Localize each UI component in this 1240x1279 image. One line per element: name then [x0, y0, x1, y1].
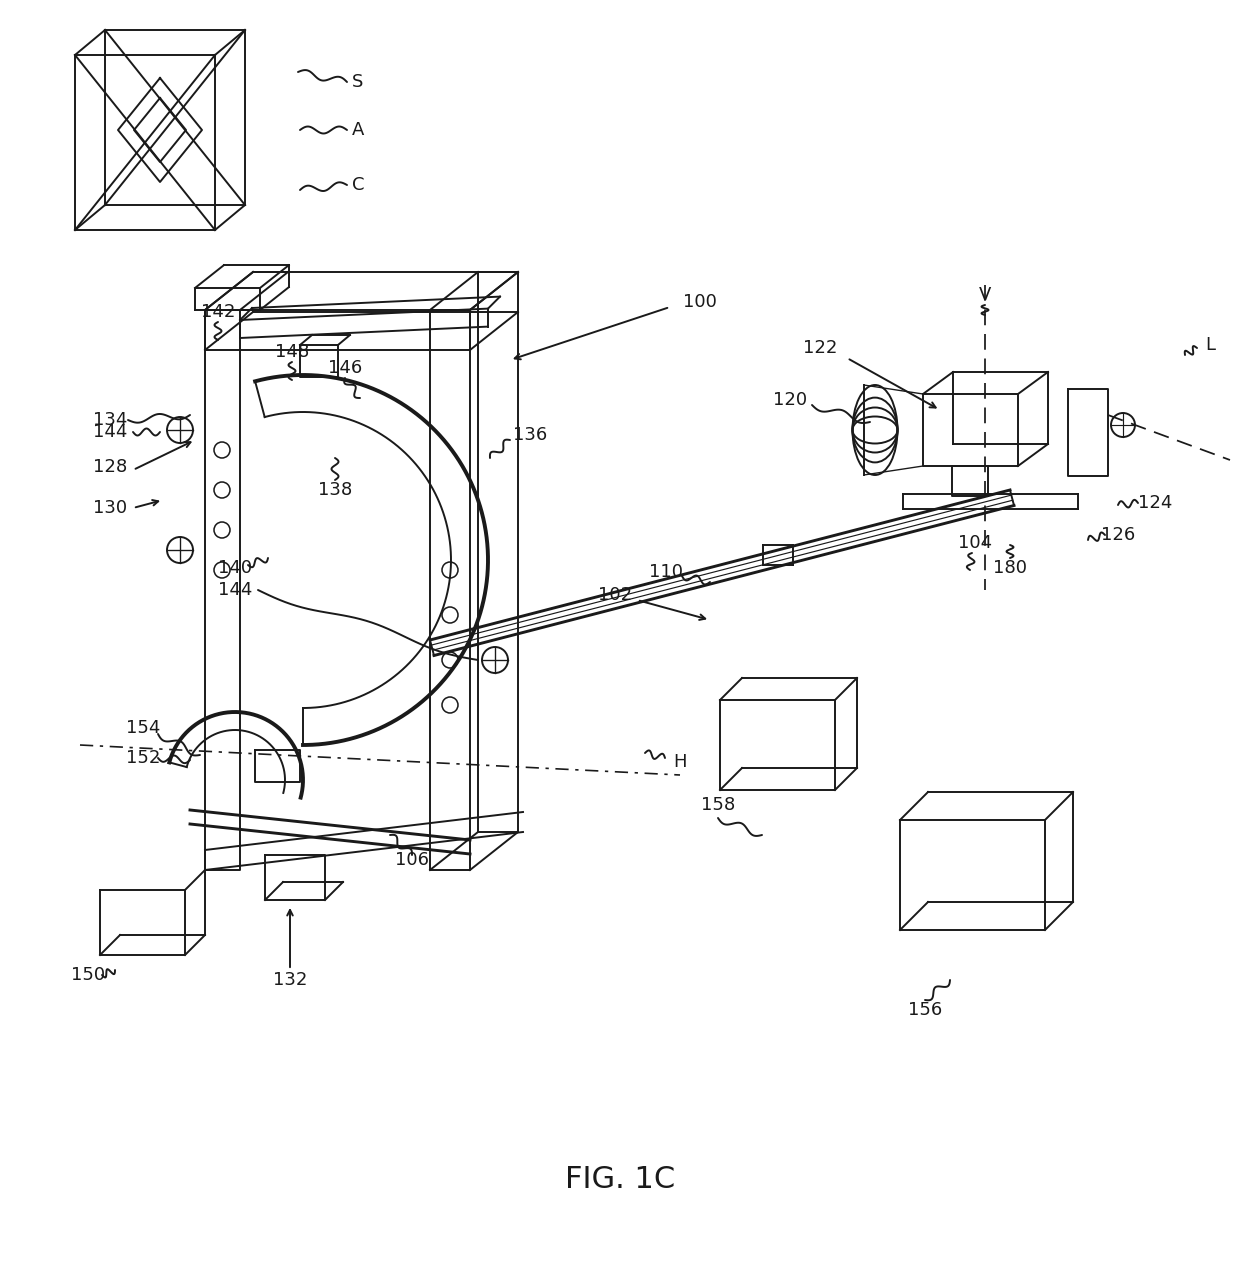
Text: 126: 126 — [1101, 526, 1135, 544]
Text: V: V — [978, 286, 991, 304]
Text: 102: 102 — [598, 586, 632, 604]
Text: 154: 154 — [125, 719, 160, 737]
Text: 136: 136 — [513, 426, 547, 444]
Text: 100: 100 — [683, 293, 717, 311]
Text: 128: 128 — [93, 458, 128, 476]
Text: 130: 130 — [93, 499, 126, 517]
Text: 124: 124 — [1138, 494, 1172, 512]
Text: 120: 120 — [773, 391, 807, 409]
Text: 150: 150 — [71, 966, 105, 984]
Text: S: S — [352, 73, 363, 91]
Text: L: L — [1205, 336, 1215, 354]
Text: 146: 146 — [327, 359, 362, 377]
Text: 122: 122 — [802, 339, 837, 357]
Text: 180: 180 — [993, 559, 1027, 577]
Text: FIG. 1C: FIG. 1C — [565, 1165, 675, 1195]
Text: 110: 110 — [649, 563, 683, 581]
Text: 140: 140 — [218, 559, 252, 577]
Text: 106: 106 — [396, 851, 429, 868]
Text: 158: 158 — [701, 796, 735, 813]
Text: C: C — [352, 177, 365, 194]
Text: 152: 152 — [125, 749, 160, 767]
Text: 104: 104 — [959, 535, 992, 553]
Text: 132: 132 — [273, 971, 308, 989]
Text: A: A — [352, 122, 365, 139]
Text: 148: 148 — [275, 343, 309, 361]
Text: 144: 144 — [93, 423, 128, 441]
Text: 142: 142 — [201, 303, 236, 321]
Text: 156: 156 — [908, 1001, 942, 1019]
Text: 138: 138 — [317, 481, 352, 499]
Text: 144: 144 — [218, 581, 252, 599]
Text: 134: 134 — [93, 411, 128, 428]
Text: H: H — [673, 753, 687, 771]
